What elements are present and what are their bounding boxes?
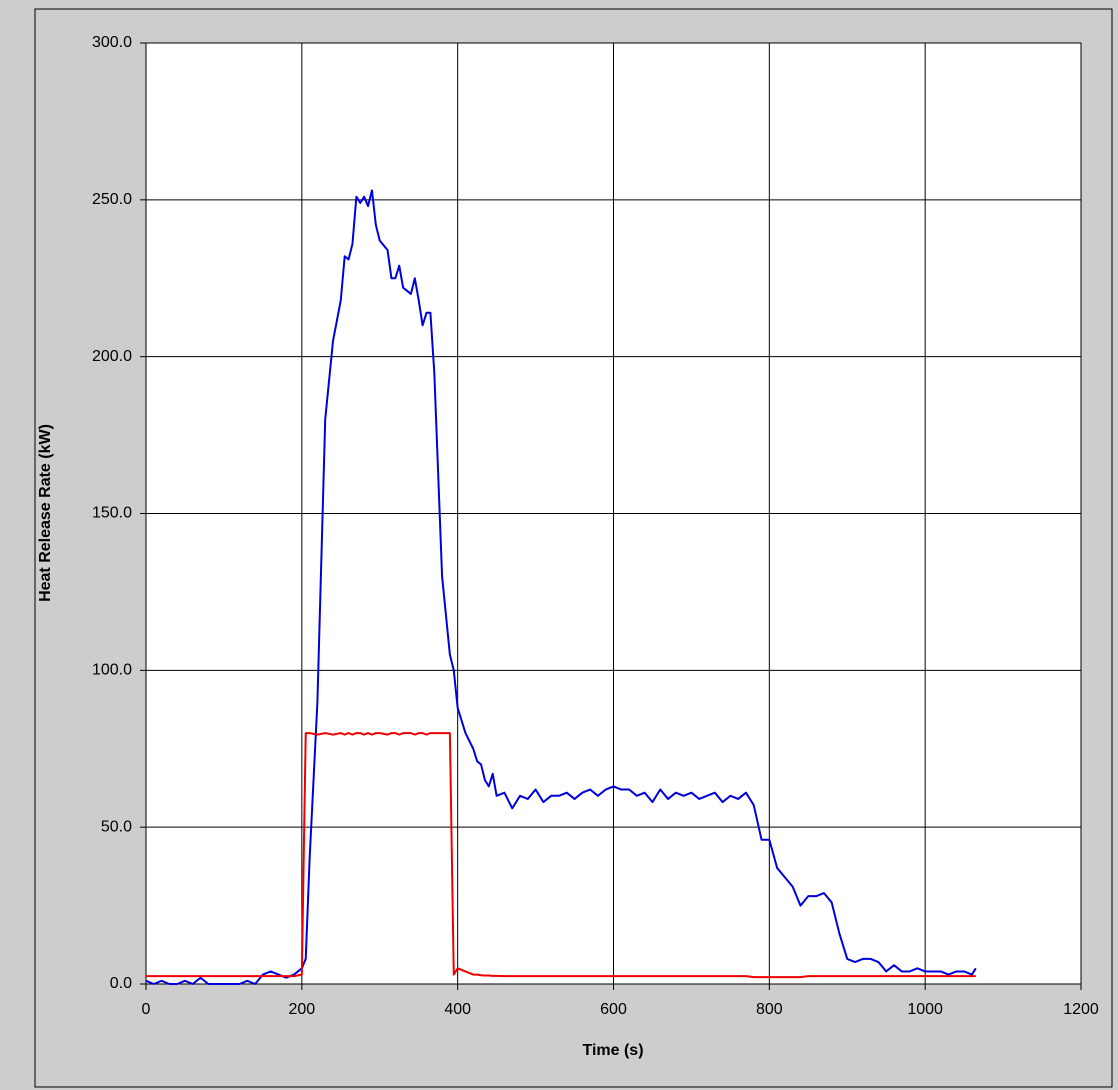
x-tick-label: 600 bbox=[600, 1001, 627, 1018]
y-tick-label: 0.0 bbox=[110, 975, 132, 992]
data-line bbox=[146, 732, 976, 979]
y-tick-label: 50.0 bbox=[101, 818, 132, 835]
y-tick-label: 250.0 bbox=[92, 191, 132, 208]
data-line bbox=[145, 189, 977, 985]
chart-border bbox=[34, 8, 1113, 1088]
y-tick-label: 300.0 bbox=[92, 34, 132, 51]
x-axis-title: Time (s) bbox=[582, 1042, 643, 1059]
x-tick-label: 800 bbox=[756, 1001, 783, 1018]
x-tick-label: 1200 bbox=[1063, 1001, 1099, 1018]
x-tick-label: 1000 bbox=[907, 1001, 943, 1018]
x-tick-label: 400 bbox=[444, 1001, 471, 1018]
y-tick-label: 100.0 bbox=[92, 662, 132, 679]
y-tick-label: 200.0 bbox=[92, 348, 132, 365]
y-tick-label: 150.0 bbox=[92, 505, 132, 522]
x-tick-label: 0 bbox=[142, 1001, 151, 1018]
x-tick-label: 200 bbox=[288, 1001, 315, 1018]
y-axis-title: Heat Release Rate (kW) bbox=[37, 424, 54, 602]
